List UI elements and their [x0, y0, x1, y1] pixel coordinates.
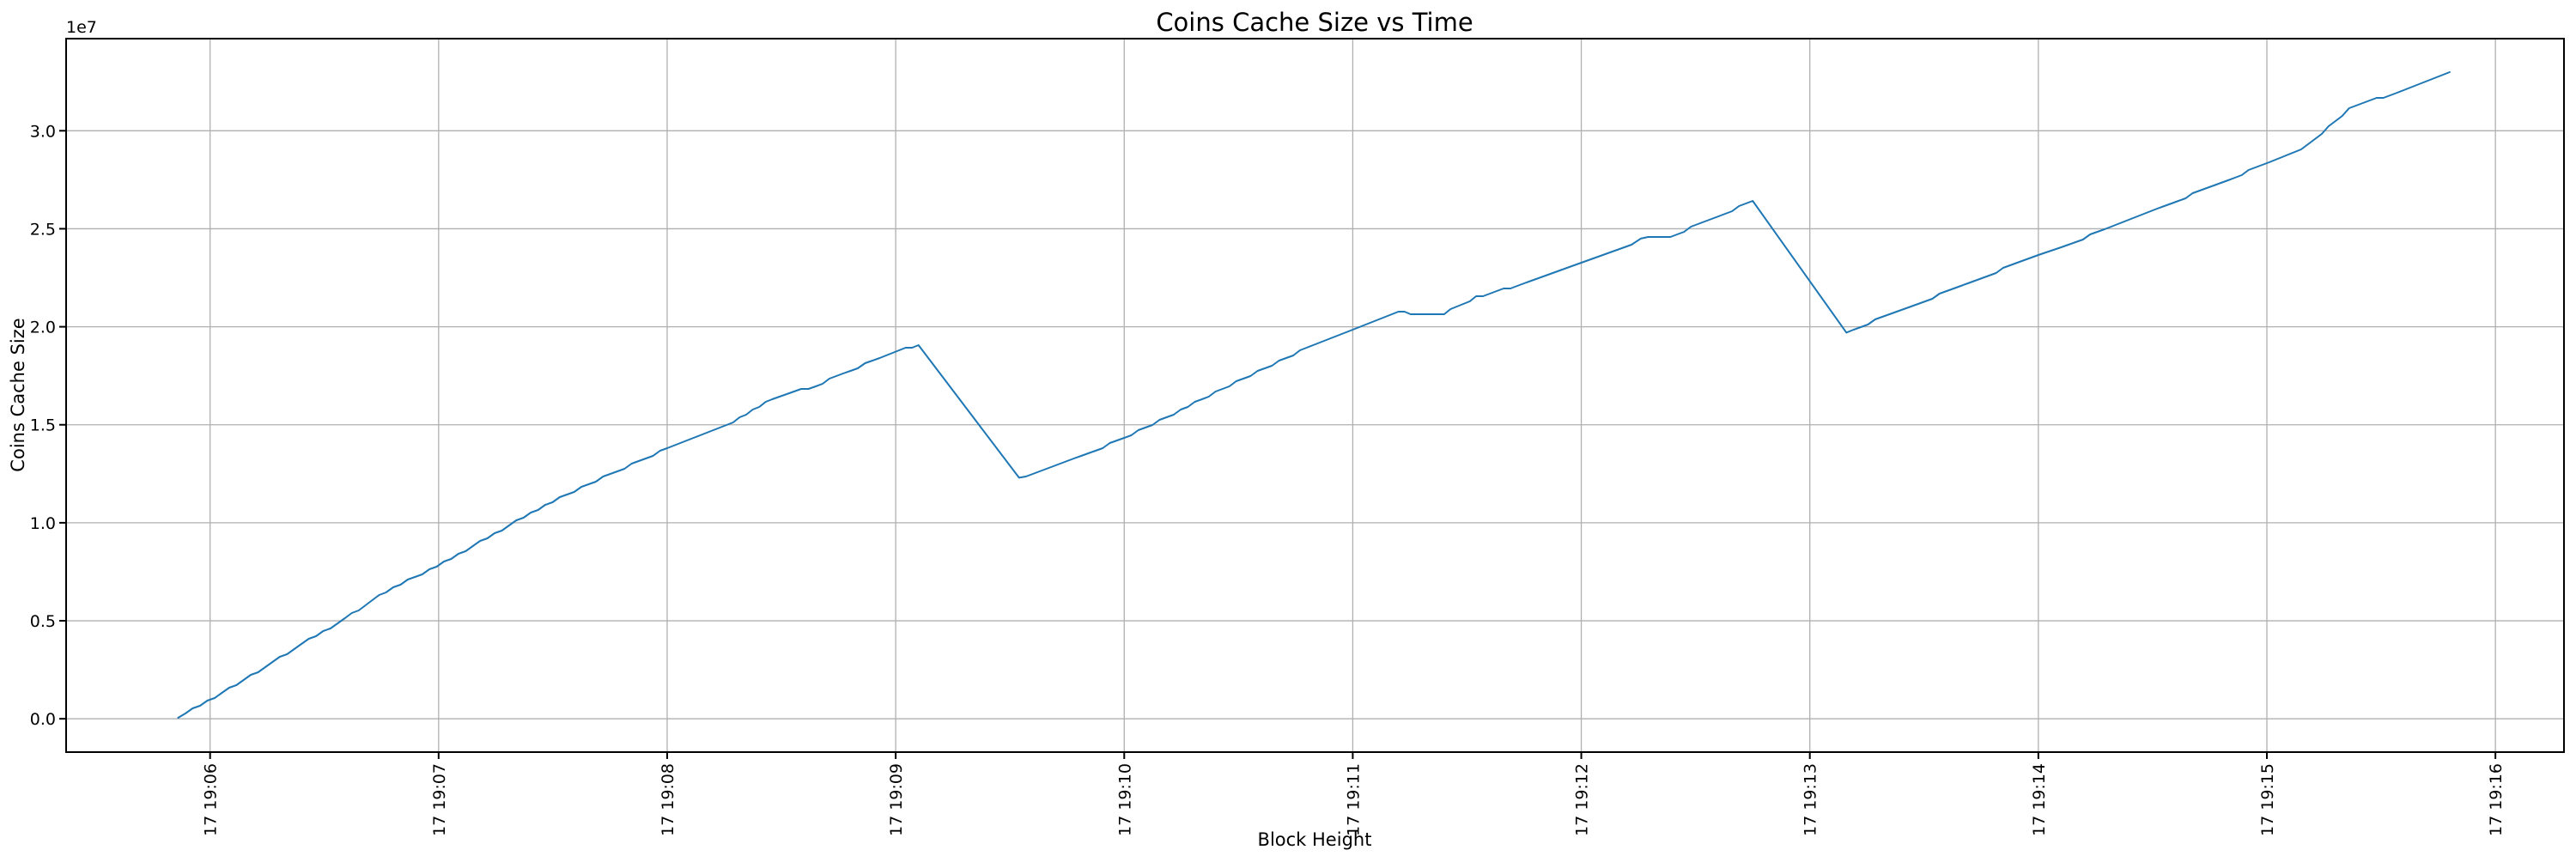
- y-tick-label: 1.5: [30, 416, 56, 435]
- x-tick-label: 17 19:11: [1344, 763, 1363, 836]
- y-tick-label: 0.5: [30, 612, 56, 631]
- x-tick-label: 17 19:10: [1115, 763, 1134, 836]
- coins-cache-size-line: [177, 71, 2451, 719]
- y-tick-label: 2.0: [30, 319, 56, 337]
- y-tick-label: 1.0: [30, 514, 56, 533]
- x-tick-label: 17 19:12: [1573, 763, 1592, 836]
- axis-layer: [59, 38, 2565, 759]
- x-tick-label: 17 19:14: [2030, 763, 2049, 836]
- plot-frame: [65, 38, 2565, 753]
- grid-layer: [66, 39, 2564, 752]
- y-tick-label: 0.0: [30, 710, 56, 729]
- x-tick-label: 17 19:06: [202, 763, 221, 836]
- y-axis-label: Coins Cache Size: [8, 318, 28, 471]
- x-tick-label: 17 19:07: [430, 763, 449, 836]
- x-tick-label: 17 19:09: [887, 763, 906, 836]
- x-tick-label: 17 19:15: [2258, 763, 2277, 836]
- x-tick-label: 17 19:16: [2487, 763, 2506, 836]
- series-layer: [177, 71, 2451, 719]
- x-tick-label: 17 19:08: [659, 763, 677, 836]
- y-offset-label: 1e7: [66, 18, 97, 37]
- y-tick-label: 2.5: [30, 220, 56, 239]
- x-axis-label: Block Height: [1258, 829, 1372, 850]
- x-tick-label: 17 19:13: [1801, 763, 1820, 836]
- tick-label-layer: 17 19:06 17 19:07 17 19:08 17 19:09 17 19:10…: [30, 122, 2506, 836]
- chart-title: Coins Cache Size vs Time: [1156, 8, 1473, 37]
- y-tick-label: 3.0: [30, 122, 56, 141]
